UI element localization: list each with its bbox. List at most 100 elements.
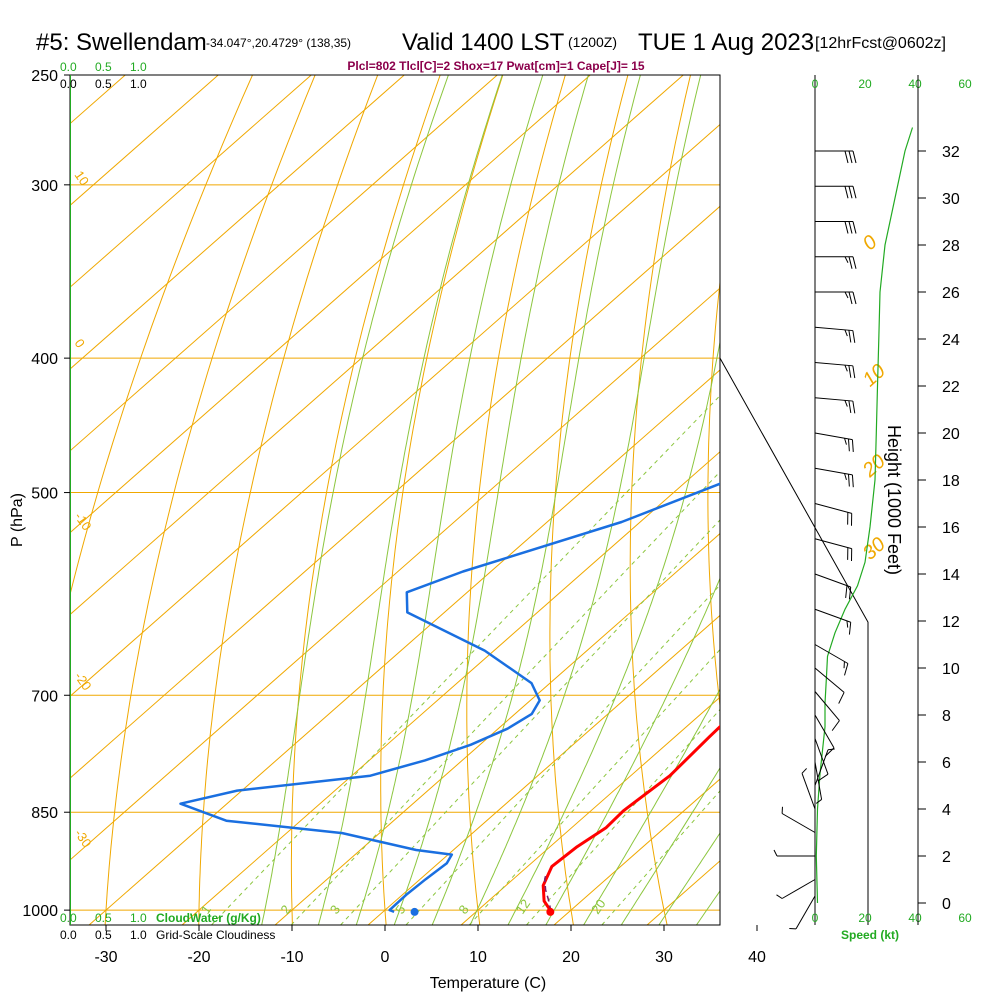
wind-barb [789, 895, 816, 930]
dry-adiabat-line [380, 75, 504, 925]
height-tick-label: 16 [942, 520, 960, 537]
mixing-ratio-line [211, 394, 720, 925]
wind-barb [781, 806, 816, 833]
wind-barb-feather [848, 186, 853, 199]
temperature-tick-label: 20 [562, 949, 580, 966]
isotherm-line [70, 75, 498, 452]
moist-adiabat-line [469, 75, 702, 925]
wind-barb-feather [848, 400, 852, 414]
height-tick-label: 24 [942, 332, 960, 349]
mixing-ratio-label: 2 [277, 902, 293, 917]
speed-tick-bottom: 40 [908, 911, 922, 925]
moist-adiabat-line [545, 577, 720, 925]
isotherm-line [70, 75, 405, 370]
wind-panel-boundary [719, 357, 869, 925]
dry-adiabat-line [783, 50, 859, 939]
dry-adiabat-grid [70, 50, 859, 939]
mixing-ratio-label: 12 [513, 896, 534, 916]
moist-adiabat-line [431, 75, 641, 925]
mixing-ratio-line [601, 790, 720, 925]
header-coords: -34.047°,20.4729° (138,35) [206, 36, 351, 50]
wind-barb [814, 748, 835, 786]
cloud-scale-bottom-black: 1.0 [130, 928, 147, 942]
isotherm-line [367, 614, 720, 925]
wind-barb-feather [846, 620, 849, 628]
isotherm-line [833, 75, 1000, 925]
cloud-scale-bottom-green: 0.0 [60, 911, 77, 925]
wind-barb-feather [844, 473, 847, 481]
isotherm-line [70, 123, 720, 698]
dry-adiabat-line [290, 75, 441, 925]
wind-barb-staff [814, 714, 835, 749]
moist-adiabat-line [583, 688, 720, 925]
moist-adiabat-line [355, 75, 544, 925]
temperature-tick-label: -30 [94, 949, 117, 966]
speed-tick-top: 40 [908, 77, 922, 91]
temperature-tick-label: -20 [187, 949, 210, 966]
isotherm-label: 0 [859, 231, 882, 255]
wind-barb-staff [814, 362, 853, 367]
pressure-tick-label: 400 [31, 351, 58, 368]
wind-barb-feather [852, 330, 856, 343]
cloud-scale-top-black: 0.0 [60, 77, 77, 91]
wind-barb-feather [844, 329, 848, 337]
height-tick-label: 18 [942, 473, 960, 490]
wind-barb-feather [848, 256, 853, 269]
dry-adiabat-line [549, 75, 629, 925]
temperature-axis: -30 -20 -10 0 10 20 30 40 [94, 925, 766, 966]
pressure-tick-label: 850 [31, 805, 58, 822]
wind-barb-feather [844, 150, 849, 164]
header-valid: Valid 1400 LST [402, 29, 565, 56]
wind-barb-staff [814, 644, 849, 664]
wind-barb-feather [851, 474, 854, 488]
wind-barb-feather [848, 365, 852, 378]
dry-adiabat-label: -20 [72, 669, 95, 693]
speed-tick-bottom: 60 [958, 911, 972, 925]
mixing-ratio-label: 3 [327, 902, 343, 917]
wind-barb-staff [814, 538, 852, 550]
wind-barb-feather [848, 291, 853, 305]
wind-barb-staff [814, 326, 853, 332]
surface-markers [410, 907, 555, 916]
temperature-tick-label: 40 [748, 949, 766, 966]
isotherm-line [460, 696, 720, 925]
dry-adiabat-line [104, 75, 316, 925]
wind-barb-feather [844, 256, 849, 263]
wind-barb-feather [844, 221, 849, 234]
cloud-scale-top-green: 1.0 [130, 60, 147, 74]
mixing-ratio-line [405, 584, 720, 925]
wind-barb [814, 503, 853, 526]
dry-adiabat-line [629, 75, 692, 925]
wind-barb-feather [848, 586, 852, 600]
wind-barb-staff [814, 467, 853, 476]
moist-adiabat-line [620, 767, 720, 925]
pressure-tick-label: 700 [31, 688, 58, 705]
wind-barb-feather [852, 150, 857, 164]
wind-barb [814, 397, 856, 414]
wind-barb-feather [847, 438, 850, 452]
wind-barb [814, 644, 849, 676]
dry-adiabat-line [707, 277, 720, 710]
height-tick-label: 28 [942, 238, 960, 255]
height-tick-label: 26 [942, 285, 960, 302]
y-axis-title: P (hPa) [9, 493, 26, 547]
pressure-tick-label: 300 [31, 178, 58, 195]
isotherm-line [274, 532, 720, 925]
cloud-scale-top-green: 0.5 [95, 60, 112, 74]
isotherm-line [553, 778, 720, 925]
wind-barb [815, 221, 857, 234]
moist-adiabat-line [393, 75, 589, 925]
moist-adiabat-line [261, 75, 449, 925]
cloud-scale-bottom-black: 0.0 [60, 928, 77, 942]
wind-barb [814, 667, 845, 704]
cloud-scale-top-black: 1.0 [130, 77, 147, 91]
wind-barb-feather [848, 150, 853, 164]
cloud-scale-bottom-black: 0.5 [95, 928, 112, 942]
height-tick-label: 20 [942, 426, 960, 443]
pressure-tick-label: 500 [31, 486, 58, 503]
wind-barb-feather [831, 720, 840, 731]
wind-barb-staff [814, 573, 851, 588]
wind-barb-feather [844, 186, 849, 199]
speed-tick-top: 0 [812, 77, 819, 91]
wind-barb-feather [844, 291, 849, 299]
